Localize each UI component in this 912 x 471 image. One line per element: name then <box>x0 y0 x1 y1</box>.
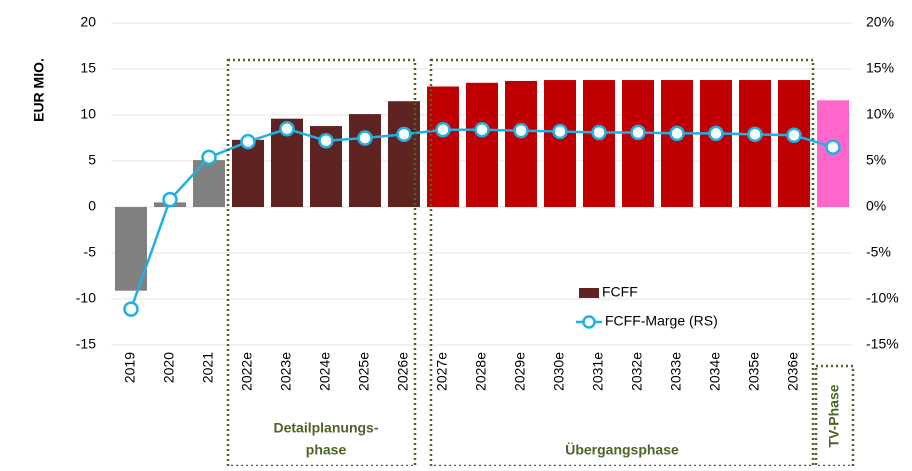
line-marker <box>591 124 607 141</box>
bar <box>232 139 264 207</box>
line-marker <box>630 124 646 141</box>
line-marker <box>825 139 841 155</box>
x-tick-label: 2028e <box>473 352 489 391</box>
bar <box>778 80 810 207</box>
bar <box>583 80 615 207</box>
y2-tick-label: 10% <box>866 106 894 122</box>
x-tick-label: 2032e <box>629 352 645 391</box>
y2-tick-label: 0% <box>866 198 886 214</box>
line-marker <box>396 126 412 143</box>
x-tick-label: 2029e <box>512 352 528 391</box>
y-tick-label: -10 <box>76 290 96 306</box>
y2-tick-label: 20% <box>866 14 894 30</box>
x-tick-label: 2026e <box>395 352 411 391</box>
y-tick-label: -15 <box>76 336 96 352</box>
x-tick-label: 2033e <box>668 352 684 391</box>
phase-box <box>429 58 815 468</box>
y-tick-label: 15 <box>80 60 96 76</box>
bar <box>193 160 225 207</box>
phase-label: Übergangsphase <box>565 442 679 458</box>
bar <box>700 80 732 207</box>
bar <box>739 80 771 207</box>
line-marker <box>786 127 802 143</box>
x-tick-label: 2022e <box>239 352 255 391</box>
x-tick-label: 2034e <box>707 352 723 391</box>
x-tick-label: 2030e <box>551 352 567 391</box>
bar <box>349 114 381 207</box>
legend-label: FCFF-Marge (RS) <box>605 313 718 329</box>
legend-swatch <box>579 288 599 298</box>
x-tick-label: 2031e <box>590 352 606 391</box>
phase-box <box>226 58 417 468</box>
bar <box>466 82 498 207</box>
y-tick-label: 0 <box>88 198 96 214</box>
legend-swatch <box>582 315 596 329</box>
y2-tick-label: 5% <box>866 152 886 168</box>
bar <box>505 80 537 207</box>
line-marker <box>240 133 256 150</box>
line-marker <box>669 125 685 142</box>
y2-tick-label: 15% <box>866 60 894 76</box>
bar <box>661 80 693 207</box>
y-tick-label: 20 <box>80 14 96 30</box>
phase-label: Detailplanungs- <box>273 420 378 436</box>
line-marker <box>162 191 178 208</box>
x-tick-label: 2021 <box>200 352 216 383</box>
x-tick-label: 2035e <box>746 352 762 391</box>
bar <box>622 80 654 207</box>
x-tick-label: 2019 <box>122 352 138 383</box>
x-tick-label: 2020 <box>161 352 177 383</box>
line-marker <box>357 130 373 146</box>
line-marker <box>474 121 490 138</box>
bar <box>544 80 576 207</box>
x-tick-label: 2024e <box>317 352 333 391</box>
x-tick-label: 2027e <box>434 352 450 391</box>
line-marker <box>318 133 334 149</box>
legend-label: FCFF <box>602 284 638 300</box>
y-axis-label: EUR MIO. <box>31 58 47 122</box>
y-tick-label: 10 <box>80 106 96 122</box>
line-marker <box>513 122 529 139</box>
y2-tick-label: -15% <box>866 336 899 352</box>
x-tick-label: 2036e <box>785 352 801 391</box>
line-marker <box>552 123 568 140</box>
bar <box>427 86 459 207</box>
line-marker <box>708 125 724 142</box>
line-marker <box>435 121 451 138</box>
y-tick-label: 5 <box>88 152 96 168</box>
x-tick-label: 2023e <box>278 352 294 391</box>
line-marker <box>279 121 295 137</box>
phase-label: phase <box>306 442 347 458</box>
phase-label: TV-Phase <box>826 384 842 447</box>
x-tick-label: 2025e <box>356 352 372 391</box>
line-marker <box>123 301 139 317</box>
y2-tick-label: -5% <box>866 244 891 260</box>
line-marker <box>201 149 217 166</box>
line-marker <box>747 126 763 143</box>
y2-tick-label: -10% <box>866 290 899 306</box>
y-tick-label: -5 <box>84 244 97 260</box>
